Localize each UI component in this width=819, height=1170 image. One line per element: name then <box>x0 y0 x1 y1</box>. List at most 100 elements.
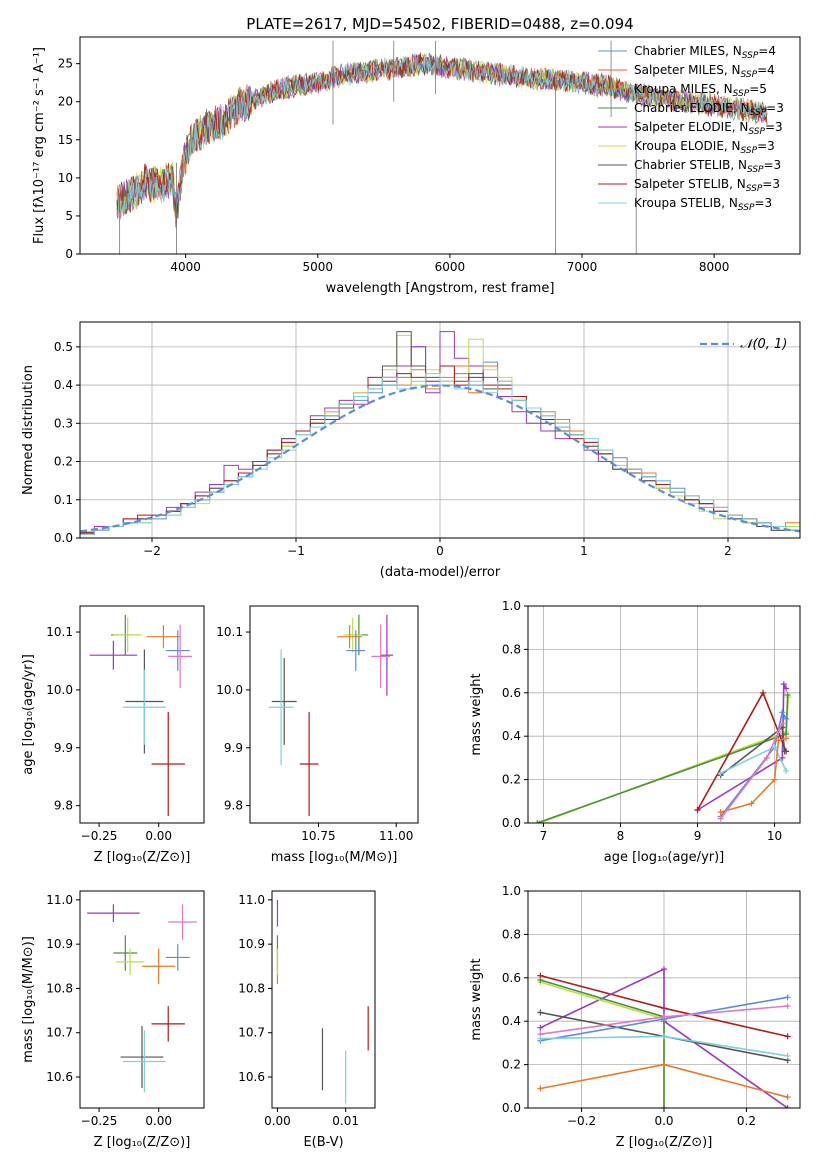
x-tick-label: 11.00 <box>379 829 413 843</box>
errorbar-point <box>168 904 197 940</box>
weight-marker <box>783 685 790 692</box>
y-tick-label: 9.8 <box>54 799 73 813</box>
legend-label: Salpeter ELODIE, NSSP=3 <box>634 120 783 137</box>
errorbar-point <box>151 1006 185 1042</box>
errorbar-point <box>268 649 294 766</box>
x-tick-label: −0.25 <box>81 1114 118 1128</box>
x-tick-label: 0.00 <box>264 1114 291 1128</box>
weight-marker <box>661 1033 667 1040</box>
errorbar-point <box>371 624 390 689</box>
y-tick-label: 10.7 <box>46 1026 73 1040</box>
axes-frame <box>249 605 419 824</box>
figure-title: PLATE=2617, MJD=54502, FIBERID=0488, z=0… <box>246 15 633 33</box>
y-tick-label: 20 <box>58 95 73 109</box>
weight-marker <box>536 820 543 823</box>
x-tick-label: 7000 <box>567 260 598 274</box>
y-tick-label: 0.2 <box>54 455 73 469</box>
y-tick-label: 10.1 <box>216 625 243 639</box>
y-tick-label: 0.5 <box>54 340 73 354</box>
x-tick-label: −0.2 <box>567 1114 596 1128</box>
weight-marker <box>661 966 667 973</box>
panel-mass-vs-Z: −0.25 0.00 10.6 10.7 10.8 10.9 11.0 Z [log₁₀(Z/… <box>21 890 205 1150</box>
x-tick-label: 0.01 <box>332 1114 359 1128</box>
y-tick-label: 25 <box>58 57 73 71</box>
weight-marker <box>763 754 770 761</box>
errorbar-point <box>120 1026 164 1089</box>
weight-marker <box>784 1052 791 1059</box>
y-tick-label: 0 <box>65 247 73 261</box>
spectrum-legend: Chabrier MILES, NSSP=4 Salpeter MILES, NS… <box>598 44 784 213</box>
y-tick-label: 5 <box>65 209 73 223</box>
errorbar-point <box>142 948 176 984</box>
weight-marker <box>748 800 755 807</box>
legend-label: Salpeter STELIB, NSSP=3 <box>634 177 780 194</box>
errorbar-point <box>151 711 185 817</box>
y-tick-label: 9.9 <box>224 741 243 755</box>
weight-marker <box>661 1105 667 1108</box>
weight-marker <box>760 689 767 696</box>
errorbar-point <box>271 658 297 745</box>
errorbars <box>87 904 197 1093</box>
y-tick-label: 10.7 <box>238 1026 265 1040</box>
axes-frame <box>79 890 205 1109</box>
spectrum-series-line <box>116 54 768 220</box>
weight-marker <box>783 735 790 742</box>
weight-marker <box>717 815 724 822</box>
legend-label: Chabrier MILES, NSSP=4 <box>634 44 776 61</box>
x-tick-label: 1 <box>580 544 588 558</box>
weight-marker <box>775 737 782 744</box>
x-tick-label: 0.00 <box>145 1114 172 1128</box>
errorbar-point <box>168 624 193 689</box>
panel-age-vs-mass: 10.75 11.00 9.8 9.9 10.0 10.1 mass [log₁₀(M/M⊙… <box>216 605 419 865</box>
errorbar-point <box>165 630 190 671</box>
errorbar-point <box>343 617 362 653</box>
y-tick-label: 1.0 <box>502 599 521 613</box>
errorbar-point <box>113 617 142 653</box>
weight-marker <box>784 1003 791 1010</box>
histogram-step <box>80 373 800 538</box>
errorbar-point <box>337 625 362 649</box>
errorbar-point <box>87 904 140 922</box>
panel-age-vs-Z: −0.25 0.00 9.8 9.9 10.0 10.1 Z [log₁₀(Z/Z⊙)] ag… <box>21 605 205 865</box>
weight-marker <box>534 820 541 823</box>
spectrum-series-line <box>116 53 768 220</box>
errorbar-point <box>115 948 145 976</box>
x-tick-label: 7 <box>540 829 548 843</box>
y-tick-label: 9.9 <box>54 741 73 755</box>
x-tick-label: 0.0 <box>654 1114 673 1128</box>
weight-marker <box>537 976 544 983</box>
weight-marker <box>775 728 782 735</box>
y-tick-label: 0.6 <box>502 971 521 985</box>
y-axis-label: mass [log₁₀(M/M⊙)] <box>21 936 36 1063</box>
x-tick-label: 0.2 <box>737 1114 756 1128</box>
y-tick-label: 10.0 <box>216 683 243 697</box>
weight-marker <box>781 748 788 755</box>
y-tick-label: 10.1 <box>46 625 73 639</box>
weight-series-line <box>696 690 787 811</box>
weight-marker <box>780 681 787 688</box>
weight-marker <box>537 1024 544 1031</box>
weight-marker <box>717 770 724 777</box>
panel-mass-weight-vs-age: 7 8 9 10 0.0 0.2 0.4 0.6 0.8 1.0 age [log₁₀(age/yr… <box>469 599 801 865</box>
errorbars <box>276 899 369 1104</box>
weight-marker <box>783 715 790 722</box>
weight-marker <box>537 1035 544 1042</box>
axes-frame <box>79 36 801 255</box>
spectrum-series-line <box>116 54 768 217</box>
y-tick-label: 10.8 <box>46 981 73 995</box>
x-axis-label: Z [log₁₀(Z/Z⊙)] <box>94 850 191 865</box>
spectrum-series-line <box>116 53 768 217</box>
y-tick-label: 0.1 <box>54 493 73 507</box>
errorbars <box>268 614 394 817</box>
x-tick-label: 5000 <box>303 260 334 274</box>
x-tick-label: 0.00 <box>145 829 172 843</box>
weight-marker <box>784 691 791 698</box>
errorbar-point <box>165 944 190 971</box>
weight-marker <box>661 1013 667 1020</box>
x-axis-label: Z [log₁₀(Z/Z⊙)] <box>616 1135 713 1150</box>
weight-series-line <box>697 683 787 811</box>
y-tick-label: 0.8 <box>502 927 521 941</box>
y-axis-label: mass weight <box>469 673 484 755</box>
x-tick-label: −1 <box>287 544 305 558</box>
y-tick-label: 10.6 <box>46 1070 73 1084</box>
